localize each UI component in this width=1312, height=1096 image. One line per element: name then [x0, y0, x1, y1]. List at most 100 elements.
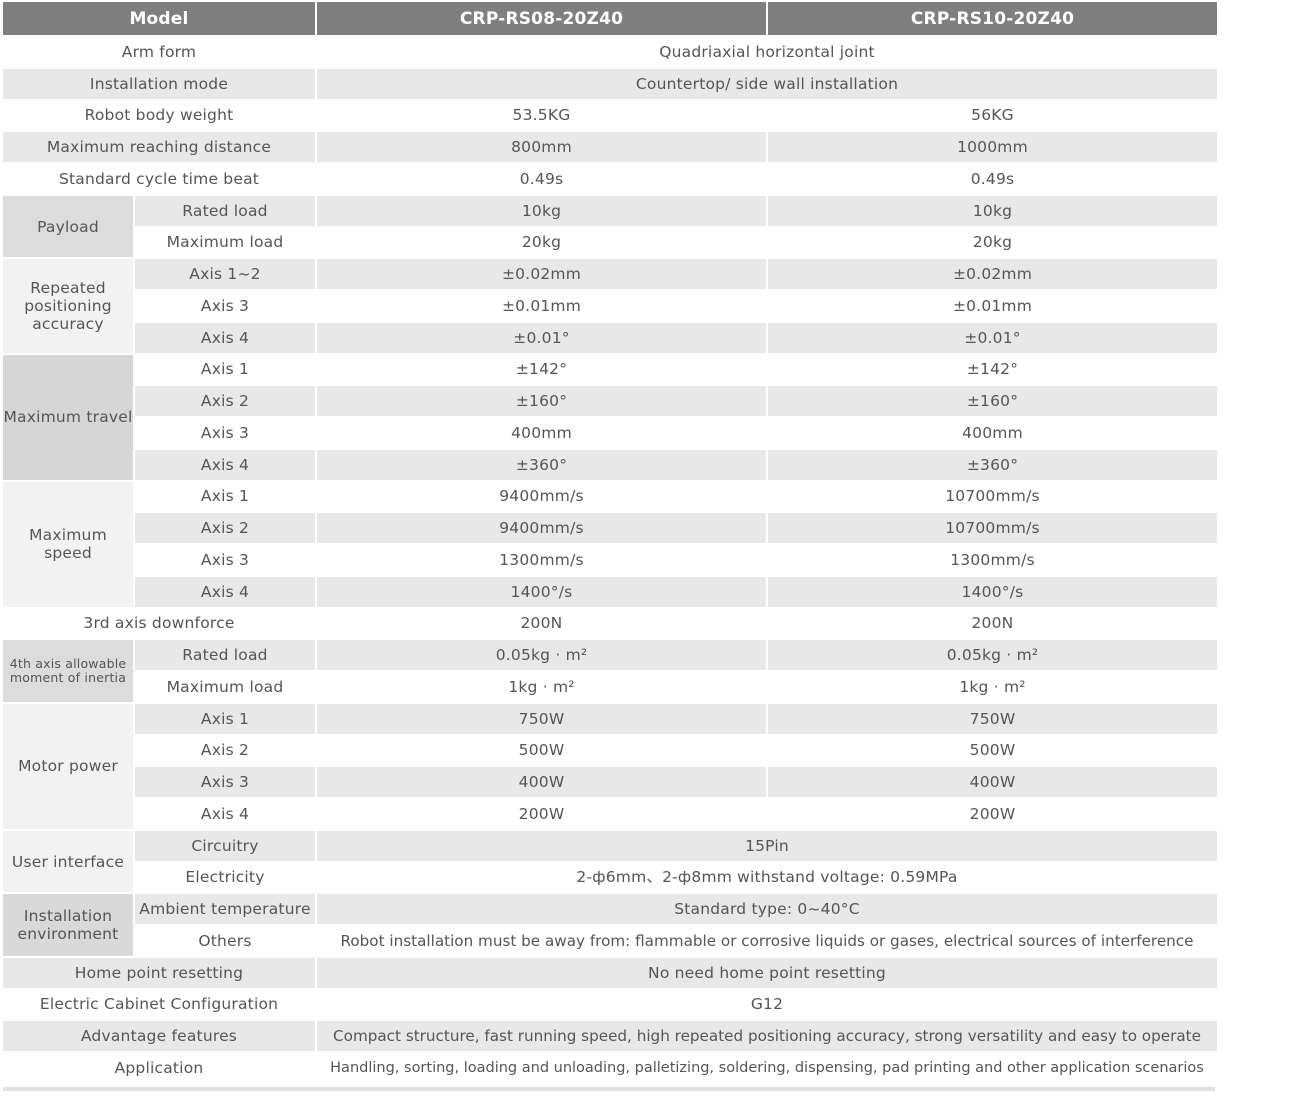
- row-label: Advantage features: [3, 1021, 315, 1051]
- value-cell: No need home point resetting: [317, 957, 1217, 988]
- item-label: Axis 4: [135, 799, 315, 829]
- item-label: Axis 3: [135, 545, 315, 575]
- spec-row: User interface Circuitry 15Pin: [3, 830, 1217, 893]
- item-label: Axis 3: [135, 767, 315, 797]
- value-cell: 400mm: [317, 418, 766, 448]
- group-label: Installation environment: [3, 894, 133, 956]
- value-cell: 9400mm/s: [317, 481, 766, 512]
- item-label: Ambient temperature: [135, 894, 315, 924]
- value-cell: 1400°/s: [768, 576, 1217, 607]
- spec-row: Home point resetting No need home point r…: [3, 957, 1217, 988]
- value-cell: 800mm: [317, 132, 766, 162]
- value-cell: ±142°: [317, 354, 766, 385]
- value-cell: 200N: [768, 608, 1217, 639]
- value-cell: Handling, sorting, loading and unloading…: [317, 1053, 1217, 1083]
- value-cell: ±360°: [317, 449, 766, 480]
- spec-row: Axis 4 200W 200W: [3, 799, 1217, 829]
- value-cell: ±360°: [768, 449, 1217, 480]
- value-cell: 10700mm/s: [768, 513, 1217, 543]
- spec-row: Robot body weight 53.5KG 56KG: [3, 100, 1217, 131]
- value-cell: ±0.02mm: [768, 259, 1217, 289]
- value-cell: 20kg: [768, 227, 1217, 258]
- spec-row: Installation environment Ambient temperat…: [3, 894, 1217, 956]
- value-cell: 200N: [317, 608, 766, 639]
- spec-row: Maximum load 1kg · m² 1kg · m²: [3, 672, 1217, 702]
- item-label: Axis 4: [135, 449, 315, 480]
- spec-row: Maximum load 20kg 20kg: [3, 227, 1217, 258]
- value-cell: Countertop/ side wall installation: [317, 68, 1217, 99]
- value-cell: 200W: [317, 799, 766, 829]
- value-cell: Standard type: 0~40°C: [317, 894, 1217, 924]
- value-cell: ±0.01mm: [317, 291, 766, 321]
- value-cell: ±160°: [768, 386, 1217, 416]
- value-cell: 400W: [768, 767, 1217, 797]
- value-cell: 2-ф6mm、2-ф8mm withstand voltage: 0.59MPa: [317, 862, 1217, 893]
- spec-row: Others Robot installation must be away fr…: [3, 926, 1217, 956]
- item-label: Axis 4: [135, 576, 315, 607]
- spec-row: Standard cycle time beat 0.49s 0.49s: [3, 164, 1217, 194]
- spec-row: Payload Rated load 10kg 10kg: [3, 195, 1217, 258]
- spec-row: 3rd axis downforce 200N 200N: [3, 608, 1217, 639]
- value-cell: 0.05kg · m²: [768, 640, 1217, 670]
- value-cell: G12: [317, 989, 1217, 1020]
- spec-row: Axis 4 ±0.01° ±0.01°: [3, 322, 1217, 353]
- value-cell: ±142°: [768, 354, 1217, 385]
- value-cell: 1400°/s: [317, 576, 766, 607]
- value-cell: 500W: [768, 735, 1217, 766]
- spec-row: Installation mode Countertop/ side wall i…: [3, 68, 1217, 99]
- row-label: Standard cycle time beat: [3, 164, 315, 194]
- value-cell: 0.49s: [317, 164, 766, 194]
- value-cell: ±0.02mm: [317, 259, 766, 289]
- item-label: Axis 1: [135, 354, 315, 385]
- spec-row: Maximum reaching distance 800mm 1000mm: [3, 132, 1217, 162]
- value-cell: 10kg: [768, 195, 1217, 226]
- value-cell: 1kg · m²: [317, 672, 766, 702]
- spec-row: Electric Cabinet Configuration G12: [3, 989, 1217, 1020]
- value-cell: 10kg: [317, 195, 766, 226]
- item-label: Rated load: [135, 195, 315, 226]
- group-label: Repeated positioning accuracy: [3, 259, 133, 353]
- row-label: 3rd axis downforce: [3, 608, 315, 639]
- value-cell: 750W: [768, 703, 1217, 734]
- value-cell: 0.05kg · m²: [317, 640, 766, 670]
- group-label: Maximum travel: [3, 354, 133, 480]
- value-cell: 500W: [317, 735, 766, 766]
- spec-row: Motor power Axis 1 750W 750W: [3, 703, 1217, 829]
- value-cell: 10700mm/s: [768, 481, 1217, 512]
- spec-row: Axis 3 ±0.01mm ±0.01mm: [3, 291, 1217, 321]
- group-label: Motor power: [3, 703, 133, 829]
- spec-row: Axis 3 400mm 400mm: [3, 418, 1217, 448]
- value-cell: 200W: [768, 799, 1217, 829]
- value-cell: 9400mm/s: [317, 513, 766, 543]
- value-cell: 53.5KG: [317, 100, 766, 131]
- row-label: Maximum reaching distance: [3, 132, 315, 162]
- header-cell: CRP-RS08-20Z40: [317, 2, 766, 35]
- group-label: User interface: [3, 830, 133, 893]
- group-label: 4th axis allowable moment of inertia: [3, 640, 133, 702]
- row-label: Application: [3, 1053, 315, 1083]
- spec-table: Model CRP-RS08-20Z40 CRP-RS10-20Z40 Arm for…: [1, 0, 1219, 1085]
- group-label: Maximum speed: [3, 481, 133, 607]
- item-label: Axis 4: [135, 322, 315, 353]
- header-row: Model CRP-RS08-20Z40 CRP-RS10-20Z40: [3, 2, 1217, 35]
- value-cell: ±0.01°: [317, 322, 766, 353]
- value-cell: 1000mm: [768, 132, 1217, 162]
- header-cell: CRP-RS10-20Z40: [768, 2, 1217, 35]
- item-label: Circuitry: [135, 830, 315, 861]
- spec-row: Axis 2 9400mm/s 10700mm/s: [3, 513, 1217, 543]
- spec-row: Advantage features Compact structure, fas…: [3, 1021, 1217, 1051]
- value-cell: ±0.01°: [768, 322, 1217, 353]
- spec-row: Axis 4 ±360° ±360°: [3, 449, 1217, 480]
- value-cell: 400W: [317, 767, 766, 797]
- spec-row: Axis 3 1300mm/s 1300mm/s: [3, 545, 1217, 575]
- spec-row: Maximum travel Axis 1 ±142° ±142°: [3, 354, 1217, 480]
- row-label: Installation mode: [3, 68, 315, 99]
- value-cell: 1300mm/s: [317, 545, 766, 575]
- spec-row: Axis 4 1400°/s 1400°/s: [3, 576, 1217, 607]
- item-label: Rated load: [135, 640, 315, 670]
- row-label: Robot body weight: [3, 100, 315, 131]
- row-label: Home point resetting: [3, 957, 315, 988]
- value-cell: ±160°: [317, 386, 766, 416]
- value-cell: 1300mm/s: [768, 545, 1217, 575]
